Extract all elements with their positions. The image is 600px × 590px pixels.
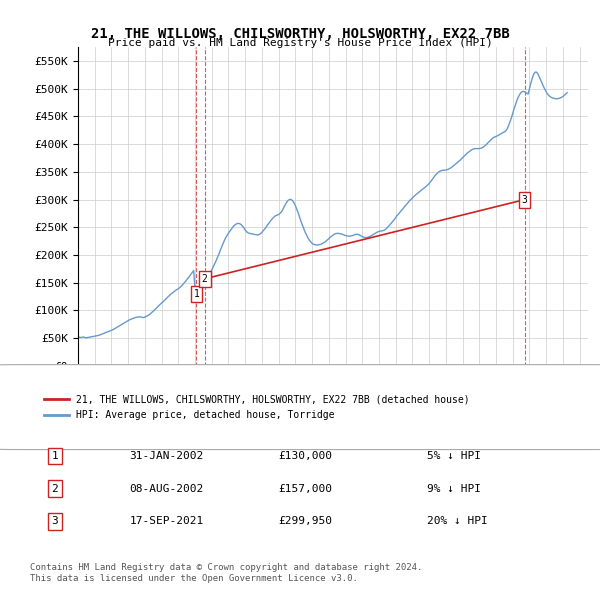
Text: £299,950: £299,950 <box>278 516 332 526</box>
Text: 2: 2 <box>52 484 58 494</box>
Text: 3: 3 <box>521 195 527 205</box>
Text: 20% ↓ HPI: 20% ↓ HPI <box>427 516 488 526</box>
Text: 3: 3 <box>52 516 58 526</box>
Legend: 21, THE WILLOWS, CHILSWORTHY, HOLSWORTHY, EX22 7BB (detached house), HPI: Averag: 21, THE WILLOWS, CHILSWORTHY, HOLSWORTHY… <box>40 391 474 424</box>
Text: £157,000: £157,000 <box>278 484 332 494</box>
Text: 08-AUG-2002: 08-AUG-2002 <box>130 484 203 494</box>
Text: 1: 1 <box>52 451 58 461</box>
Text: 21, THE WILLOWS, CHILSWORTHY, HOLSWORTHY, EX22 7BB: 21, THE WILLOWS, CHILSWORTHY, HOLSWORTHY… <box>91 27 509 41</box>
FancyBboxPatch shape <box>0 365 600 450</box>
Text: 1: 1 <box>193 289 199 299</box>
Text: 5% ↓ HPI: 5% ↓ HPI <box>427 451 481 461</box>
Text: 9% ↓ HPI: 9% ↓ HPI <box>427 484 481 494</box>
Text: £130,000: £130,000 <box>278 451 332 461</box>
Text: Price paid vs. HM Land Registry's House Price Index (HPI): Price paid vs. HM Land Registry's House … <box>107 38 493 48</box>
Text: Contains HM Land Registry data © Crown copyright and database right 2024.
This d: Contains HM Land Registry data © Crown c… <box>30 563 422 583</box>
Text: 17-SEP-2021: 17-SEP-2021 <box>130 516 203 526</box>
Text: 2: 2 <box>202 274 208 284</box>
Text: 31-JAN-2002: 31-JAN-2002 <box>130 451 203 461</box>
